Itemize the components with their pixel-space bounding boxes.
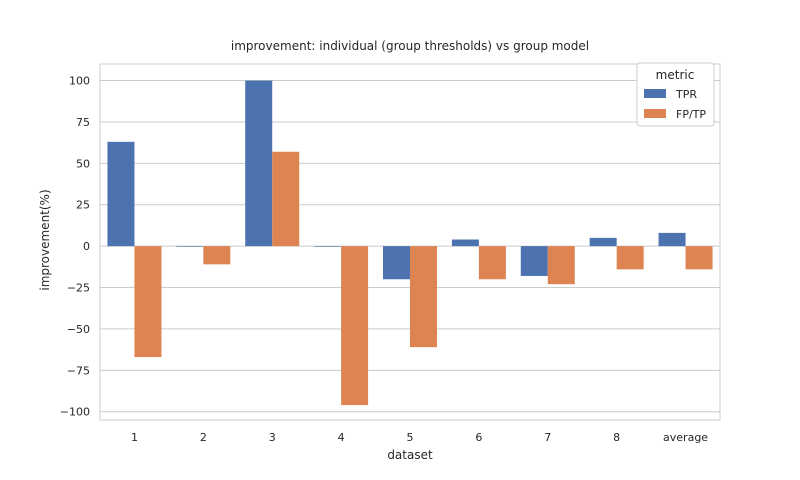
bar-tpr-5 [383,246,410,280]
x-tick-label: 4 [338,431,345,444]
bar-fp-tp-average [685,246,713,270]
legend-label-tpr: TPR [675,88,697,101]
x-tick-label: average [663,431,708,444]
grid-lines [100,80,720,413]
y-tick-label: −100 [60,406,90,419]
y-tick-label: 75 [76,116,90,129]
bar-tpr-4 [314,246,342,247]
x-tick-label: 8 [613,431,620,444]
bar-fp-tp-1 [134,246,162,358]
legend: metric TPR FP/TP [636,62,715,127]
bar-tpr-average [658,232,686,247]
legend-title: metric [656,68,695,82]
y-tick-label: −25 [67,282,90,295]
bar-fp-tp-5 [410,246,437,348]
bar-fp-tp-2 [203,246,231,265]
y-axis-ticks: 100 75 50 25 0 −25 −50 −75 −100 [60,75,90,419]
bar-fp-tp-6 [478,246,506,280]
y-tick-label: 25 [76,199,90,212]
x-axis-ticks: 1 2 3 4 5 6 7 8 average [131,431,708,444]
legend-swatch-tpr [644,89,666,98]
bars [107,80,713,406]
y-tick-label: −50 [67,323,90,336]
bar-tpr-8 [589,237,617,247]
y-tick-label: −75 [67,364,90,377]
y-tick-label: 50 [76,157,90,170]
x-axis-label: dataset [387,448,433,462]
legend-label-fptp: FP/TP [676,108,706,121]
legend-swatch-fptp [644,109,666,118]
bar-fp-tp-3 [272,151,300,247]
bar-tpr-1 [107,141,135,247]
bar-fp-tp-4 [341,246,369,406]
x-tick-label: 5 [407,431,414,444]
bar-tpr-7 [520,246,548,276]
x-tick-label: 7 [544,431,551,444]
x-tick-label: 3 [269,431,276,444]
y-axis-label: improvement(%) [38,189,52,290]
plot-frame [99,63,721,421]
y-tick-label: 100 [69,75,90,88]
x-tick-label: 1 [131,431,138,444]
bar-tpr-3 [245,80,273,247]
x-tick-label: 2 [200,431,207,444]
bar-fp-tp-7 [547,246,575,285]
bar-fp-tp-8 [616,246,644,270]
y-tick-label: 0 [83,240,90,253]
bar-tpr-6 [451,239,479,247]
chart-title: improvement: individual (group threshold… [231,39,589,53]
x-tick-label: 6 [475,431,482,444]
bar-tpr-2 [176,246,204,247]
